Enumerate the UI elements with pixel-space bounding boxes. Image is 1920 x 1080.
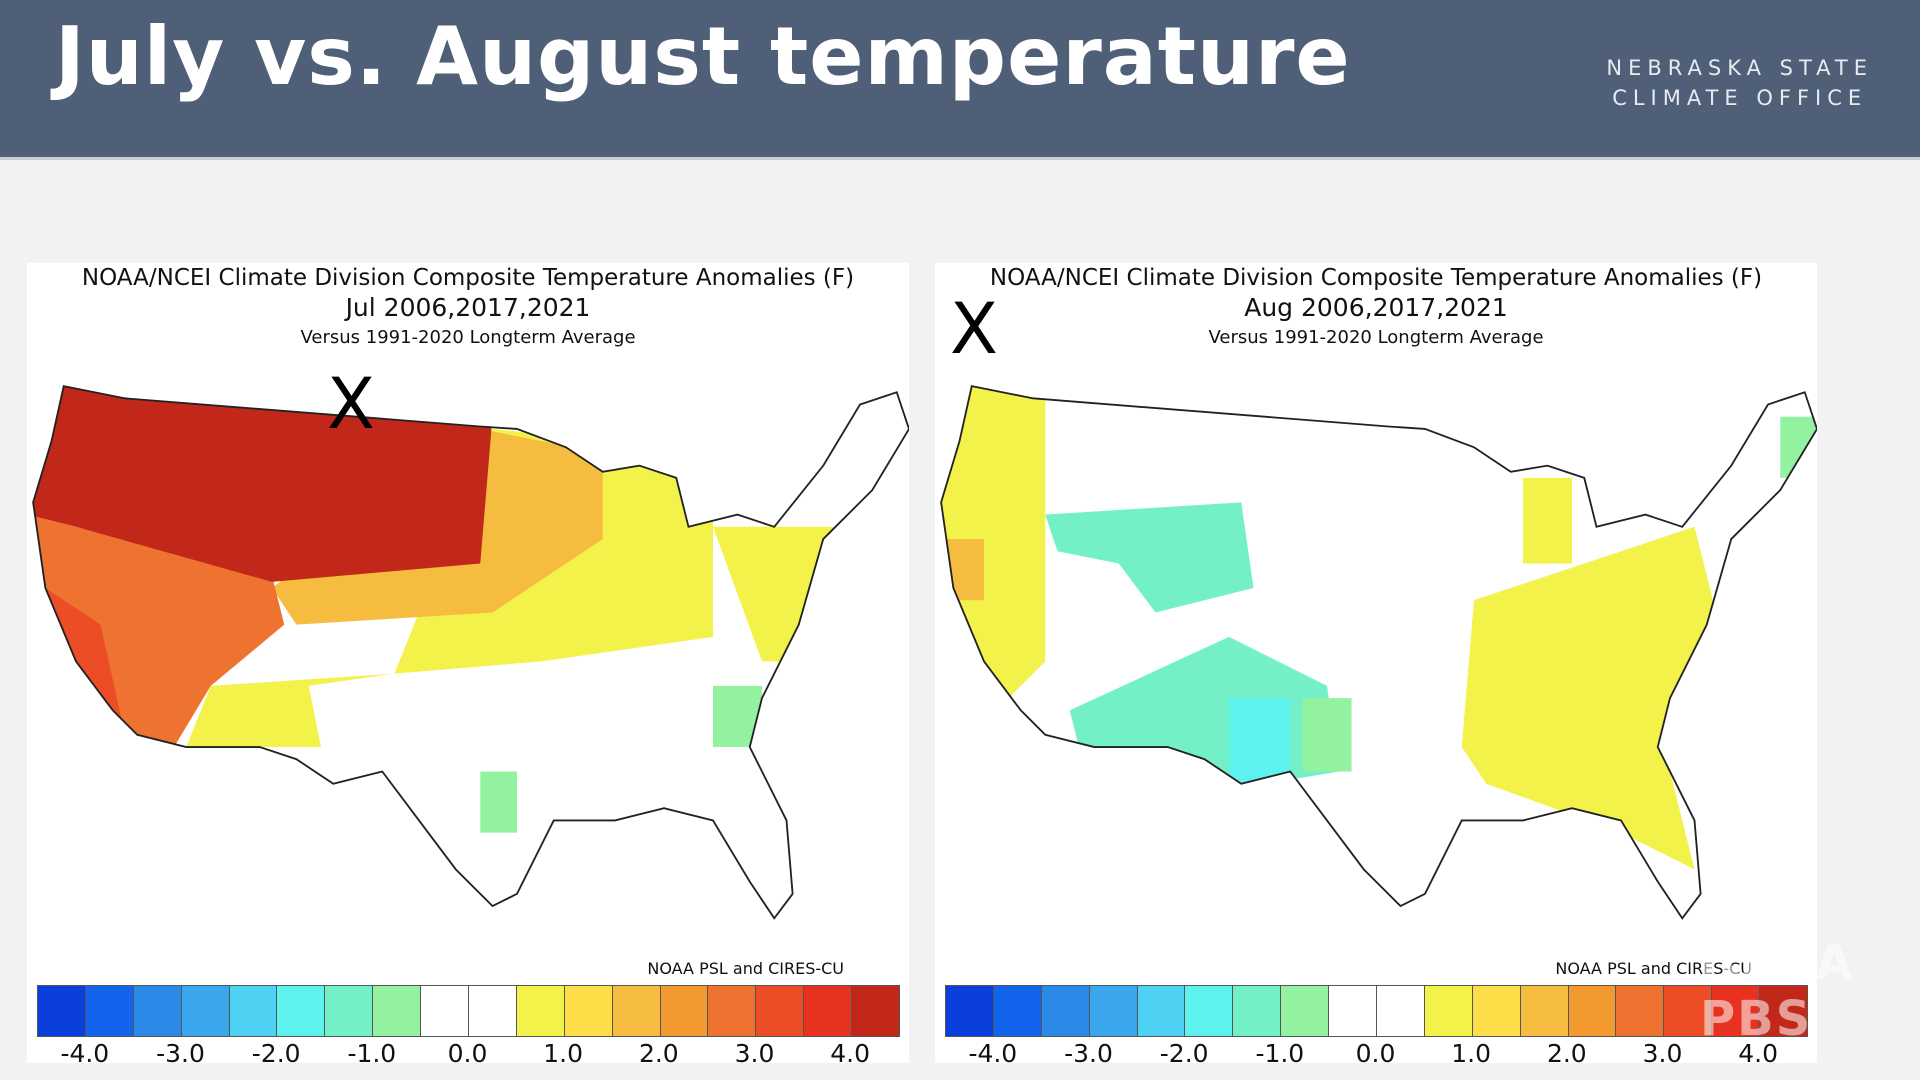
slide-header: July vs. August temperature NEBRASKA STA… [0,0,1920,160]
colorbar-swatch [373,986,422,1036]
colorbar-tick-label: 1.0 [543,1039,584,1068]
map-title: NOAA/NCEI Climate Division Composite Tem… [989,265,1763,291]
colorbar-tick-label: -2.0 [251,1039,301,1068]
colorbar-swatch [133,986,182,1036]
colorbar-swatch [708,986,757,1036]
map-title: NOAA/NCEI Climate Division Composite Tem… [81,265,855,291]
region-dark-red [33,386,493,582]
colorbar-swatch [1185,986,1234,1036]
colorbar-swatch [1664,986,1713,1036]
colorbar-tick-label: -3.0 [1064,1039,1113,1068]
us-outline [940,385,1817,920]
region-green-rockies [1045,502,1254,613]
org-line-1: NEBRASKA STATE [1606,56,1873,80]
colorbar-swatch [993,986,1042,1036]
slide-title: July vs. August temperature [55,10,1351,103]
colorbar-swatch [804,986,853,1036]
location-marker: X [327,363,375,445]
colorbar-swatch [1568,986,1617,1036]
map-baseline: Versus 1991-2020 Longterm Average [300,327,636,348]
colorbar-swatch [1089,986,1138,1036]
map-period: Aug 2006,2017,2021 [1244,293,1508,322]
colorbar-swatch [564,986,613,1036]
colorbar-swatch [1329,986,1378,1036]
july-anomaly-map [32,385,909,920]
map-credit: NOAA PSL and CIRES-CU [647,959,844,978]
map-credit: NOAA PSL and CIRES-CU [1555,959,1752,978]
colorbar-tick-label: -4.0 [60,1039,110,1068]
region-green-me [1780,416,1817,478]
colorbar-swatch [421,986,470,1036]
colorbar-swatch [325,986,374,1036]
station-watermark: IOWA PBS [1700,935,1855,1047]
colorbar-tick-label: 0.0 [1355,1039,1396,1068]
colorbar-swatch [469,986,517,1036]
colorbar-swatch [612,986,661,1036]
colorbar-swatch [516,986,565,1036]
colorbar-swatch [756,986,805,1036]
org-logo-text: NEBRASKA STATE CLIMATE OFFICE [1606,53,1873,113]
colorbar-swatch [1712,986,1761,1036]
colorbar-swatch [1472,986,1521,1036]
august-anomaly-map [940,385,1817,920]
region-orange-ca [941,539,984,601]
colorbar-swatch [1424,986,1473,1036]
org-line-2: CLIMATE OFFICE [1612,86,1868,110]
colorbar-tick-label: 0.0 [447,1039,488,1068]
colorbar-swatch [1137,986,1186,1036]
colorbar-ticks: -4.0 -3.0 -2.0 -1.0 0.0 1.0 2.0 3.0 4.0 [945,1039,1806,1069]
colorbar-tick-label: -4.0 [968,1039,1018,1068]
region-green-tx [480,771,517,833]
colorbar-tick-label: 1.0 [1451,1039,1492,1068]
colorbar-swatch [181,986,230,1036]
colorbar-swatch [38,986,86,1036]
colorbar-tick-label: 2.0 [638,1039,679,1068]
colorbar-swatch [852,986,900,1036]
region-yellow-mi [1523,477,1572,564]
colorbar-tick-label: 3.0 [1642,1039,1683,1068]
colorbar-swatch [1233,986,1282,1036]
location-marker: X [950,288,998,370]
region-yellow-southeast [1461,526,1719,870]
colorbar-tick-label: -3.0 [156,1039,205,1068]
colorbar-swatch [946,986,994,1036]
colorbar-swatch [1616,986,1665,1036]
region-cyan-nm [1229,698,1291,845]
colorbar-swatch [1377,986,1425,1036]
region-yellow-west [941,386,1046,699]
colorbar-tick-label: 4.0 [1738,1039,1779,1068]
map-period: Jul 2006,2017,2021 [345,293,591,322]
july-map-panel: NOAA/NCEI Climate Division Composite Tem… [27,263,909,1068]
colorbar-tick-label: -2.0 [1159,1039,1209,1068]
colorbar-tick-label: 2.0 [1546,1039,1587,1068]
colorbar-swatch [1041,986,1090,1036]
colorbar [945,985,1808,1037]
colorbar-swatch [277,986,326,1036]
colorbar-tick-label: -1.0 [347,1039,397,1068]
us-outline [32,385,909,920]
map-baseline: Versus 1991-2020 Longterm Average [1208,327,1544,348]
colorbar-swatch [229,986,278,1036]
august-map-panel: NOAA/NCEI Climate Division Composite Tem… [935,263,1817,1068]
colorbar-swatch [660,986,709,1036]
colorbar-tick-label: 3.0 [734,1039,775,1068]
colorbar [37,985,900,1037]
region-green-se [713,685,762,748]
colorbar-swatch [1520,986,1569,1036]
colorbar-ticks: -4.0 -3.0 -2.0 -1.0 0.0 1.0 2.0 3.0 4.0 [37,1039,898,1069]
colorbar-tick-label: -1.0 [1255,1039,1305,1068]
colorbar-swatch [1281,986,1330,1036]
region-lightgreen-ok [1302,698,1352,772]
colorbar-swatch [1760,986,1808,1036]
colorbar-tick-label: 4.0 [830,1039,871,1068]
colorbar-swatch [85,986,134,1036]
